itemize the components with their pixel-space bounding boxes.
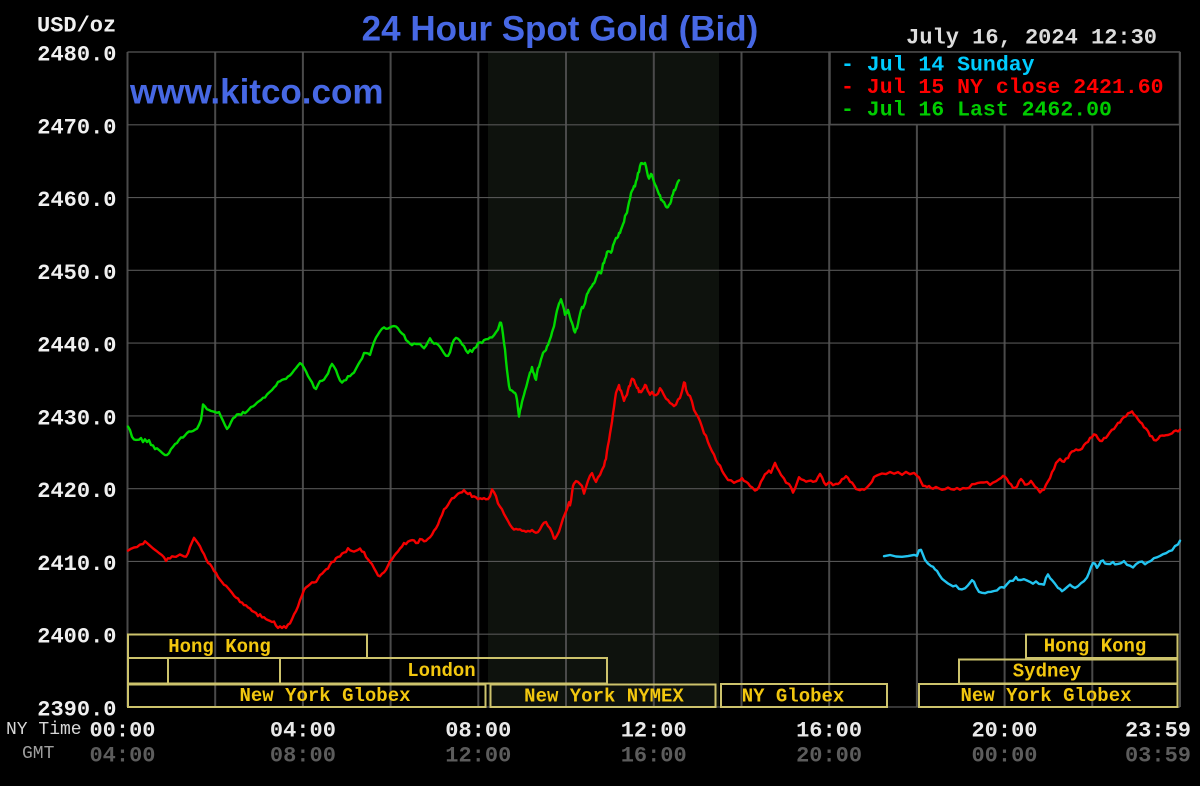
- svg-text:20:00: 20:00: [796, 744, 862, 769]
- svg-text:2400.0: 2400.0: [37, 625, 116, 650]
- svg-text:NY Globex: NY Globex: [742, 686, 845, 708]
- svg-text:2460.0: 2460.0: [37, 188, 116, 213]
- svg-text:- Jul 14 Sunday: - Jul 14 Sunday: [841, 54, 1035, 78]
- svg-text:- Jul 16 Last 2462.00: - Jul 16 Last 2462.00: [841, 99, 1112, 123]
- svg-text:2440.0: 2440.0: [37, 334, 116, 359]
- svg-text:www.kitco.com: www.kitco.com: [129, 73, 383, 112]
- svg-text:16:00: 16:00: [796, 719, 862, 744]
- svg-text:2390.0: 2390.0: [37, 698, 116, 723]
- svg-text:London: London: [407, 660, 475, 682]
- svg-text:2430.0: 2430.0: [37, 406, 116, 431]
- svg-text:- Jul 15 NY close 2421.60: - Jul 15 NY close 2421.60: [841, 76, 1164, 100]
- svg-text:July 16, 2024 12:30: July 16, 2024 12:30: [906, 26, 1157, 51]
- svg-text:00:00: 00:00: [89, 719, 155, 744]
- svg-text:03:59: 03:59: [1125, 744, 1191, 769]
- svg-text:GMT: GMT: [22, 744, 55, 764]
- svg-text:08:00: 08:00: [270, 744, 336, 769]
- svg-text:New York Globex: New York Globex: [239, 685, 410, 707]
- svg-text:23:59: 23:59: [1125, 719, 1191, 744]
- svg-text:2420.0: 2420.0: [37, 479, 116, 504]
- svg-text:2480.0: 2480.0: [37, 43, 116, 68]
- svg-text:2410.0: 2410.0: [37, 552, 116, 577]
- svg-text:12:00: 12:00: [621, 719, 687, 744]
- svg-text:Sydney: Sydney: [1013, 661, 1082, 683]
- svg-text:New York NYMEX: New York NYMEX: [524, 686, 684, 708]
- svg-text:12:00: 12:00: [445, 744, 511, 769]
- svg-text:20:00: 20:00: [971, 719, 1037, 744]
- svg-text:2450.0: 2450.0: [37, 261, 116, 286]
- svg-text:16:00: 16:00: [621, 744, 687, 769]
- svg-text:Hong Kong: Hong Kong: [168, 636, 271, 658]
- svg-text:04:00: 04:00: [270, 719, 336, 744]
- svg-text:New York Globex: New York Globex: [960, 685, 1131, 707]
- svg-text:Hong Kong: Hong Kong: [1044, 636, 1147, 658]
- svg-text:NY Time: NY Time: [6, 720, 82, 740]
- svg-text:24 Hour Spot Gold (Bid): 24 Hour Spot Gold (Bid): [362, 10, 759, 49]
- svg-text:08:00: 08:00: [445, 719, 511, 744]
- svg-text:04:00: 04:00: [89, 744, 155, 769]
- svg-text:USD/oz: USD/oz: [37, 14, 116, 39]
- svg-text:00:00: 00:00: [971, 744, 1037, 769]
- svg-text:2470.0: 2470.0: [37, 115, 116, 140]
